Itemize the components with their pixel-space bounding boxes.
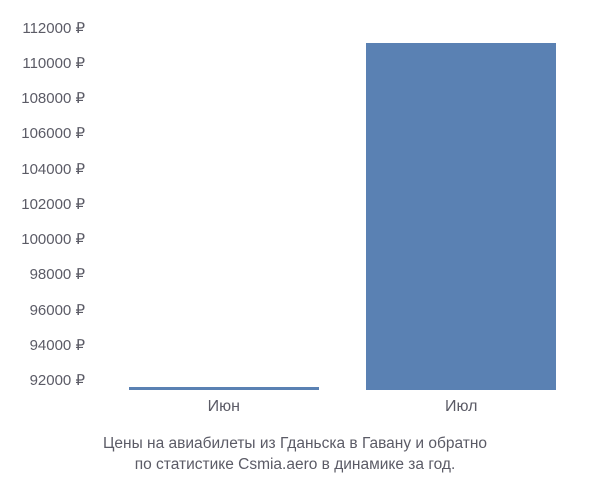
plot-area: [105, 20, 580, 390]
bar-Июн: [129, 387, 319, 390]
caption-line-2: по статистике Csmia.aero в динамике за г…: [20, 455, 570, 476]
x-label: Июн: [105, 398, 343, 416]
bars-group: [105, 20, 580, 390]
y-tick: 100000 ₽: [21, 230, 85, 248]
y-tick: 106000 ₽: [21, 124, 85, 142]
bar-slot: [343, 20, 581, 390]
y-tick: 94000 ₽: [30, 336, 85, 354]
y-axis: 92000 ₽94000 ₽96000 ₽98000 ₽100000 ₽1020…: [0, 10, 90, 380]
y-tick: 110000 ₽: [22, 54, 85, 72]
y-tick: 102000 ₽: [21, 195, 85, 213]
price-chart: 92000 ₽ 94000 ₽ 96000 ₽ 98000 ₽ 100000 ₽ 1020…: [0, 0, 600, 500]
y-tick: 112000 ₽: [22, 19, 85, 37]
bar-slot: [105, 20, 343, 390]
chart-caption: Цены на авиабилеты из Гданьска в Гавану …: [10, 434, 580, 476]
bar-Июл: [366, 43, 556, 390]
x-label: Июл: [343, 398, 581, 416]
y-tick: 108000 ₽: [21, 89, 85, 107]
y-tick: 104000 ₽: [21, 160, 85, 178]
y-tick: 98000 ₽: [30, 265, 85, 283]
x-axis: ИюнИюл: [105, 398, 580, 416]
caption-line-1: Цены на авиабилеты из Гданьска в Гавану …: [20, 434, 570, 455]
y-tick: 96000 ₽: [30, 301, 85, 319]
y-tick: 92000 ₽: [30, 371, 85, 389]
